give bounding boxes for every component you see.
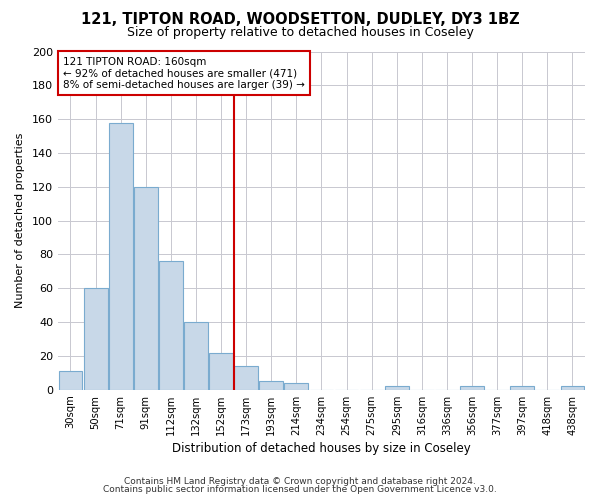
Bar [234,366,258,390]
Bar [83,288,107,390]
Bar [460,386,484,390]
Bar [184,322,208,390]
X-axis label: Distribution of detached houses by size in Coseley: Distribution of detached houses by size … [172,442,471,455]
Bar [259,382,283,390]
Bar [209,352,233,390]
Bar [560,386,584,390]
Bar [511,386,534,390]
Bar [134,187,158,390]
Bar [385,386,409,390]
Bar [109,122,133,390]
Text: Size of property relative to detached houses in Coseley: Size of property relative to detached ho… [127,26,473,39]
Bar [159,262,183,390]
Text: Contains HM Land Registry data © Crown copyright and database right 2024.: Contains HM Land Registry data © Crown c… [124,477,476,486]
Y-axis label: Number of detached properties: Number of detached properties [15,133,25,308]
Text: 121, TIPTON ROAD, WOODSETTON, DUDLEY, DY3 1BZ: 121, TIPTON ROAD, WOODSETTON, DUDLEY, DY… [80,12,520,28]
Text: Contains public sector information licensed under the Open Government Licence v3: Contains public sector information licen… [103,485,497,494]
Bar [59,371,82,390]
Text: 121 TIPTON ROAD: 160sqm
← 92% of detached houses are smaller (471)
8% of semi-de: 121 TIPTON ROAD: 160sqm ← 92% of detache… [63,56,305,90]
Bar [284,383,308,390]
